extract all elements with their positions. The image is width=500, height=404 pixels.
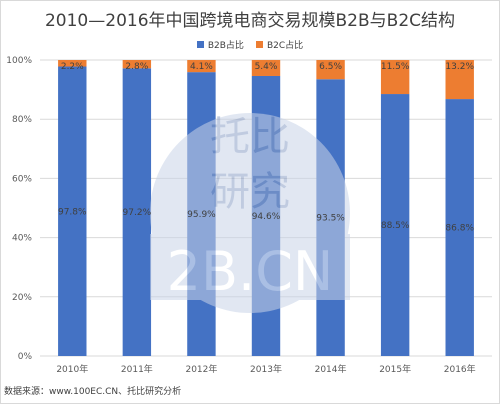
y-tick-label: 100% bbox=[6, 56, 32, 66]
bar-b2b bbox=[122, 68, 152, 357]
bar-b2b bbox=[380, 94, 410, 356]
legend-item-b2b: B2B占比 bbox=[196, 38, 244, 51]
y-tick-label: 20% bbox=[12, 293, 32, 303]
data-labels: 97.8% 2.2% 97.2% 2.8% 95.9% 4.1% 94.6% 5.4% 93.5… bbox=[58, 62, 474, 234]
y-tick-label: 40% bbox=[12, 234, 32, 244]
data-label-b2c: 4.1% bbox=[190, 62, 213, 72]
y-tick-label: 60% bbox=[12, 174, 32, 184]
watermark-line1: 托比 bbox=[210, 114, 290, 160]
bar-b2b bbox=[445, 99, 474, 357]
data-label-b2c: 11.5% bbox=[381, 62, 410, 72]
source-note: 数据来源：www.100EC.CN、托比研究分析 bbox=[4, 387, 182, 397]
bar-b2c bbox=[122, 60, 152, 69]
bar-b2b bbox=[58, 66, 87, 357]
bar-b2c bbox=[445, 60, 474, 100]
chart-title: 2010—2016年中国跨境电商交易规模B2B与B2C结构 bbox=[44, 11, 456, 31]
bar-b2c bbox=[187, 60, 216, 73]
data-label-b2b: 93.5% bbox=[316, 214, 345, 224]
watermark-domain: 2B.CN bbox=[167, 240, 334, 303]
chart-legend: B2B占比 B2C占比 bbox=[0, 38, 500, 51]
x-tick-label: 2016年 bbox=[444, 363, 476, 375]
data-label-b2b: 97.8% bbox=[58, 207, 87, 217]
bar-b2c bbox=[316, 60, 345, 80]
x-tick-label: 2011年 bbox=[121, 363, 153, 375]
data-label-b2b: 95.9% bbox=[187, 210, 216, 220]
y-tick-label: 0% bbox=[18, 352, 33, 362]
y-tick-labels: 0% 20% 40% 60% 80% 100% bbox=[6, 56, 32, 362]
data-label-b2c: 5.4% bbox=[255, 62, 278, 72]
x-tick-label: 2013年 bbox=[250, 363, 282, 375]
data-label-b2c: 6.5% bbox=[319, 62, 342, 72]
data-label-b2b: 88.5% bbox=[381, 221, 410, 231]
legend-swatch-b2c bbox=[255, 41, 263, 48]
data-label-b2b: 97.2% bbox=[123, 208, 152, 218]
data-label-b2c: 2.8% bbox=[125, 62, 148, 72]
legend-swatch-b2b bbox=[196, 41, 204, 48]
legend-label-b2c: B2C占比 bbox=[266, 41, 304, 51]
watermark: 托比 研究 2B.CN bbox=[150, 113, 350, 313]
legend-label-b2b: B2B占比 bbox=[207, 41, 244, 51]
data-label-b2b: 86.8% bbox=[445, 224, 474, 234]
data-label-b2c: 2.2% bbox=[61, 62, 84, 72]
bar-b2c bbox=[251, 60, 281, 76]
bar-b2c bbox=[380, 60, 410, 95]
watermark-line2: 研究 bbox=[210, 169, 290, 215]
bar-b2c bbox=[58, 60, 87, 67]
watermark-band bbox=[150, 234, 350, 300]
x-tick-labels: 2010年 2011年 2012年 2013年 2014年 2015年 2016年 bbox=[56, 363, 475, 375]
x-tick-label: 2010年 bbox=[56, 363, 88, 375]
y-tick-label: 80% bbox=[12, 115, 32, 125]
legend-item-b2c: B2C占比 bbox=[255, 38, 304, 51]
x-tick-label: 2012年 bbox=[185, 363, 217, 375]
data-label-b2b: 94.6% bbox=[252, 212, 281, 222]
x-tick-label: 2014年 bbox=[315, 363, 347, 375]
x-tick-label: 2015年 bbox=[379, 363, 411, 375]
data-label-b2c: 13.2% bbox=[445, 62, 474, 72]
